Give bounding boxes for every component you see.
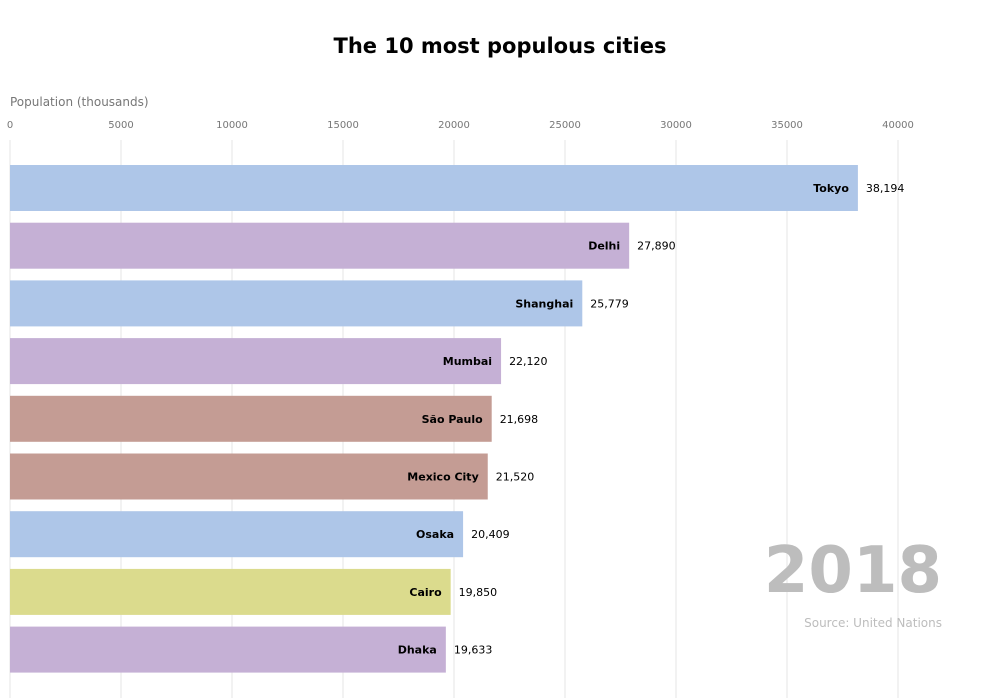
bar	[10, 395, 492, 442]
x-tick-label: 40000	[882, 120, 914, 131]
chart-title: The 10 most populous cities	[334, 34, 667, 58]
source-label: Source: United Nations	[804, 616, 942, 630]
x-tick-label: 0	[7, 120, 13, 131]
bar	[10, 568, 451, 615]
bar	[10, 165, 858, 211]
bar	[10, 338, 502, 385]
x-tick-labels: 0 5000 10000 15000 20000 25000 30000 35000 40000	[7, 120, 914, 131]
bar-value-label: 38,194	[866, 182, 905, 195]
bar-value-label: 21,520	[496, 471, 535, 484]
bar	[10, 626, 446, 673]
bar-value-label: 25,779	[590, 297, 629, 310]
bar-group: Mexico City 21,520	[10, 453, 535, 500]
x-tick-label: 30000	[660, 120, 692, 131]
x-tick-label: 15000	[327, 120, 359, 131]
bar-group: Dhaka 19,633	[10, 626, 493, 673]
bar-category-label: Dhaka	[398, 644, 437, 657]
bar-value-label: 21,698	[500, 413, 538, 426]
bar-group: Delhi 27,890	[10, 222, 676, 269]
bar-category-label: Shanghai	[515, 297, 573, 310]
bar-group: Tokyo 38,194	[10, 165, 904, 211]
bar-category-label: Mumbai	[443, 355, 492, 368]
bar-category-label: São Paulo	[422, 413, 484, 426]
bar-value-label: 27,890	[637, 240, 676, 253]
x-tick-label: 10000	[216, 120, 248, 131]
bar-value-label: 20,409	[471, 528, 510, 541]
bar	[10, 453, 488, 500]
bar-value-label: 22,120	[509, 355, 547, 368]
x-tick-label: 20000	[438, 120, 470, 131]
bar-category-label: Delhi	[588, 240, 620, 253]
bar-category-label: Osaka	[416, 528, 454, 541]
bar-group: São Paulo 21,698	[10, 395, 538, 442]
x-axis-label: Population (thousands)	[10, 95, 149, 109]
bar-category-label: Tokyo	[813, 182, 849, 195]
bar-value-label: 19,633	[454, 644, 493, 657]
bar-category-label: Cairo	[409, 586, 442, 599]
x-tick-label: 35000	[771, 120, 803, 131]
bar	[10, 280, 583, 327]
bar-group: Shanghai 25,779	[10, 280, 629, 327]
x-tick-label: 25000	[549, 120, 581, 131]
bar-category-label: Mexico City	[407, 471, 478, 484]
bar-group: Mumbai 22,120	[10, 338, 548, 385]
bars: Tokyo 38,194 Delhi 27,890 Shanghai 25,779 Mumb…	[10, 165, 904, 673]
bar	[10, 511, 464, 558]
year-label: 2018	[764, 534, 942, 608]
bar	[10, 222, 630, 269]
bar-group: Osaka 20,409	[10, 511, 510, 558]
x-tick-label: 5000	[108, 120, 133, 131]
bar-group: Cairo 19,850	[10, 568, 498, 615]
bar-value-label: 19,850	[459, 586, 498, 599]
